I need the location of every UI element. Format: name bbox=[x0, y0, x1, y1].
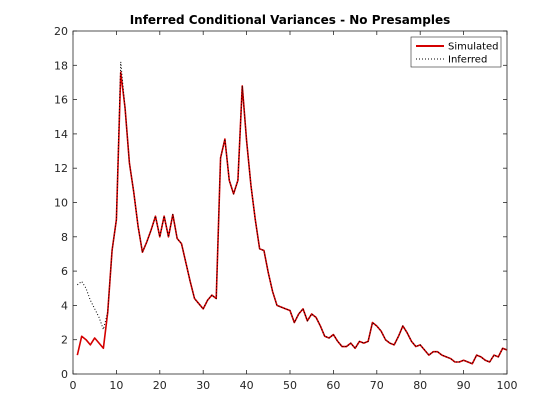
y-tick-label: 14 bbox=[54, 128, 68, 141]
x-tick-label: 40 bbox=[240, 379, 254, 392]
legend-box bbox=[410, 36, 502, 68]
y-tick-label: 2 bbox=[61, 334, 68, 347]
y-tick-label: 6 bbox=[61, 265, 68, 278]
x-tick-label: 0 bbox=[70, 379, 77, 392]
legend-label-inferred: Inferred bbox=[448, 55, 487, 66]
y-tick-label: 0 bbox=[61, 368, 68, 381]
x-tick-label: 100 bbox=[497, 379, 518, 392]
y-tick-label: 18 bbox=[54, 59, 68, 72]
chart-title: Inferred Conditional Variances - No Pres… bbox=[130, 13, 451, 27]
axes-layer: 0 10 20 30 40 50 60 70 80 90 100 0 2 4 6 8 10 12 14 16 18 20 bbox=[54, 25, 518, 392]
x-tick-label: 10 bbox=[109, 379, 123, 392]
legend: Simulated Inferred bbox=[410, 36, 502, 68]
legend-label-simulated: Simulated bbox=[448, 42, 499, 53]
y-tick-label: 10 bbox=[54, 197, 68, 210]
x-tick-label: 20 bbox=[153, 379, 167, 392]
x-tick-label: 80 bbox=[413, 379, 427, 392]
y-tick-label: 20 bbox=[54, 25, 68, 38]
x-tick-label: 60 bbox=[326, 379, 340, 392]
x-tick-label: 70 bbox=[370, 379, 384, 392]
y-tick-label: 12 bbox=[54, 162, 68, 175]
y-tick-label: 8 bbox=[61, 231, 68, 244]
plot-area bbox=[73, 31, 507, 374]
x-tick-label: 90 bbox=[457, 379, 471, 392]
y-tick-label: 4 bbox=[61, 299, 68, 312]
x-tick-label: 50 bbox=[283, 379, 297, 392]
x-tick-label: 30 bbox=[196, 379, 210, 392]
series-line-inferred bbox=[77, 61, 508, 365]
y-tick-label: 16 bbox=[54, 94, 68, 107]
series-layer bbox=[76, 61, 508, 365]
